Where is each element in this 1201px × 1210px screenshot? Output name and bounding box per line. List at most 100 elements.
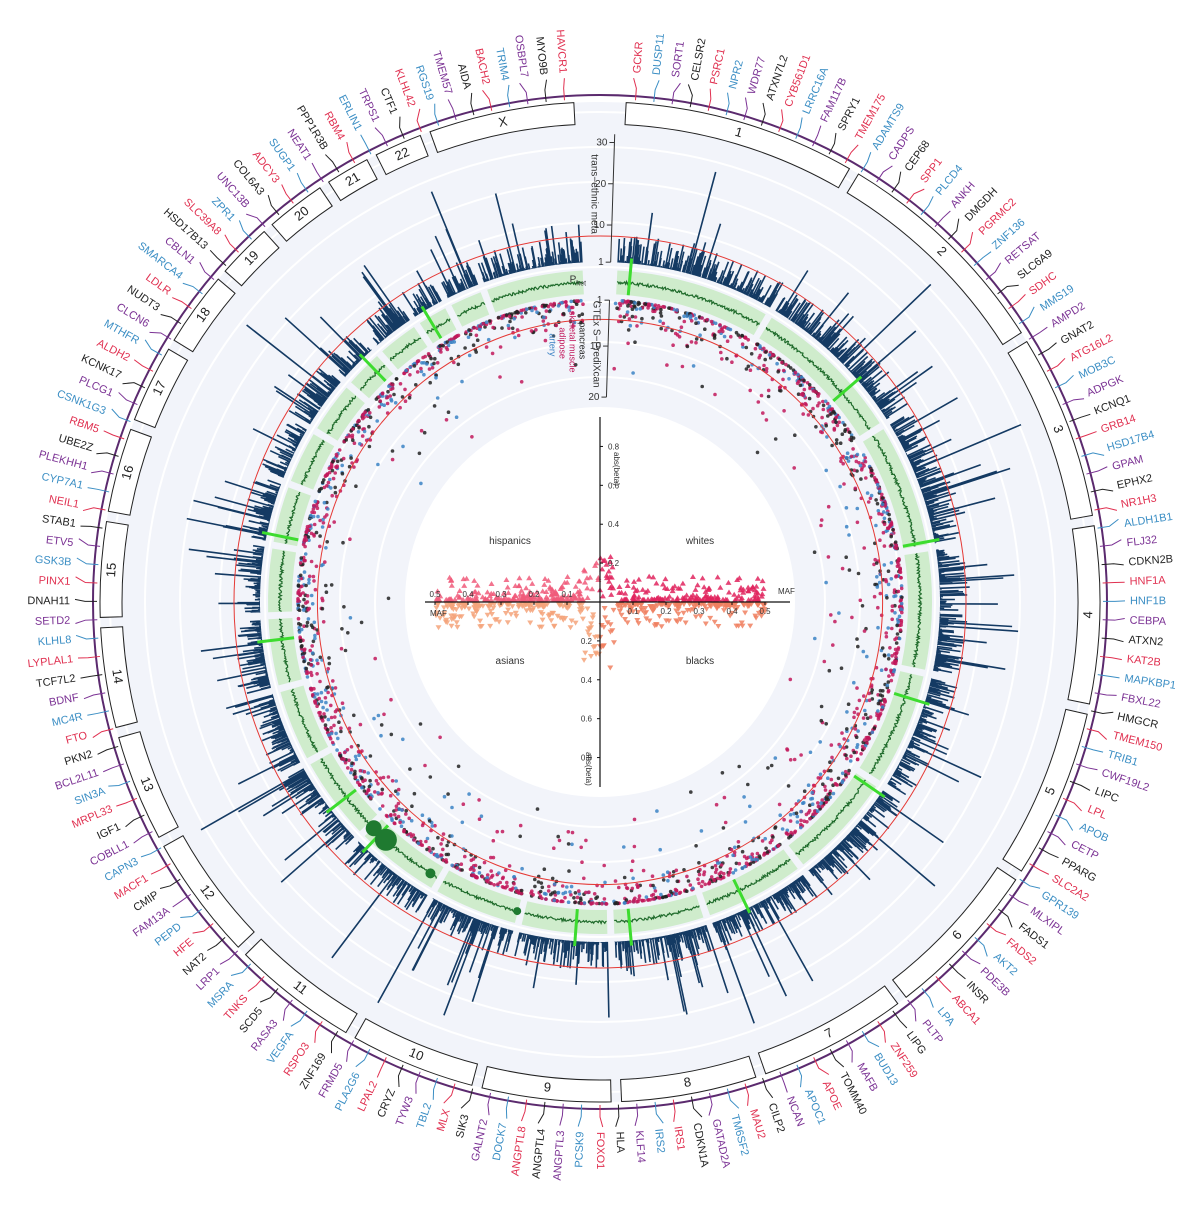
gtex-point [308, 524, 312, 528]
gtex-point [331, 469, 335, 473]
gtex-point [855, 735, 859, 739]
gtex-point [530, 329, 534, 333]
gtex-point [450, 834, 454, 838]
gtex-point [630, 300, 634, 304]
gtex-point [477, 798, 481, 802]
gtex-point [543, 867, 547, 871]
gtex-point [831, 643, 835, 647]
gtex-point [357, 426, 361, 430]
gtex-point [762, 364, 766, 368]
gtex-point [325, 484, 329, 488]
gene-label: APOE [820, 1079, 844, 1112]
gtex-point [332, 477, 336, 481]
gtex-point [501, 877, 505, 881]
gtex-point [675, 869, 679, 873]
gene-connector [248, 976, 264, 991]
gtex-point [840, 781, 844, 785]
gene-label: RGS19 [413, 64, 436, 102]
gtex-point [700, 885, 704, 889]
gtex-point [701, 880, 705, 884]
gene-label: CELSR2 [689, 37, 708, 81]
gtex-point [824, 788, 828, 792]
gtex-point [296, 590, 300, 594]
gtex-point [862, 650, 866, 654]
gtex-point [722, 876, 726, 880]
gtex-point [710, 875, 714, 879]
gtex-point [859, 477, 863, 481]
gtex-point [654, 303, 658, 307]
gtex-point [604, 902, 608, 906]
gtex-point [326, 667, 330, 671]
gtex-point [819, 430, 823, 434]
gene-label: MAU2 [747, 1108, 767, 1141]
gtex-point [887, 513, 891, 517]
gtex-point [363, 778, 367, 782]
gtex-point [311, 693, 315, 697]
gtex-point [774, 825, 778, 829]
gtex-point [800, 393, 804, 397]
gtex-point [862, 694, 866, 698]
gtex-point [652, 897, 656, 901]
gtex-point [789, 758, 793, 762]
gtex-point [843, 423, 847, 427]
gtex-point [780, 361, 784, 365]
gtex-point [662, 322, 666, 326]
gene-connector [225, 235, 239, 252]
gtex-point [489, 869, 493, 873]
gtex-point [348, 537, 352, 541]
gtex-point [683, 320, 687, 324]
gtex-point [356, 781, 360, 785]
gtex-point [896, 620, 900, 624]
gtex-point [344, 438, 348, 442]
gtex-point [795, 811, 799, 815]
gtex-point [450, 806, 454, 810]
gtex-point [675, 308, 679, 312]
gtex-point [623, 876, 627, 880]
gtex-point [603, 881, 607, 885]
gtex-point [662, 878, 666, 882]
gtex-point [350, 768, 354, 772]
gtex-point [883, 698, 887, 702]
gtex-point [756, 852, 760, 856]
gtex-point [314, 588, 318, 592]
gtex-point [703, 327, 707, 331]
gtex-point [692, 364, 696, 368]
gtex-point [450, 340, 454, 344]
gtex-point [862, 747, 866, 751]
gene-label: BDNF [48, 692, 80, 709]
gtex-point [341, 541, 345, 545]
gene-label: MC4R [51, 711, 84, 729]
gtex-point [896, 632, 900, 636]
gtex-point [583, 901, 587, 905]
gtex-point [320, 597, 324, 601]
gtex-point [897, 590, 901, 594]
gtex-point [346, 748, 350, 752]
gtex-point [346, 631, 350, 635]
gene-label: PLCG1 [77, 374, 115, 399]
gtex-point [807, 811, 811, 815]
gtex-point [391, 449, 395, 453]
gtex-point [602, 864, 606, 868]
gene-label: SETD2 [35, 615, 71, 628]
gtex-point [536, 807, 540, 811]
gtex-point [829, 769, 833, 773]
gtex-point [409, 832, 413, 836]
gene-connector [949, 964, 965, 979]
gtex-point [485, 345, 489, 349]
gtex-point [856, 743, 860, 747]
gene-label: CDKN2B [1128, 553, 1173, 568]
gtex-point [369, 416, 373, 420]
gtex-point [315, 704, 319, 708]
gtex-point [577, 889, 581, 893]
gtex-point [765, 367, 769, 371]
gtex-point [344, 761, 348, 765]
gtex-point [781, 378, 785, 382]
gtex-point [891, 528, 895, 532]
gtex-point [632, 898, 636, 902]
gtex-point [898, 566, 902, 570]
gene-connector [1009, 294, 1026, 308]
gtex-point [425, 362, 429, 366]
gtex-point [779, 389, 783, 393]
gtex-point [348, 434, 352, 438]
gtex-point [486, 880, 490, 884]
